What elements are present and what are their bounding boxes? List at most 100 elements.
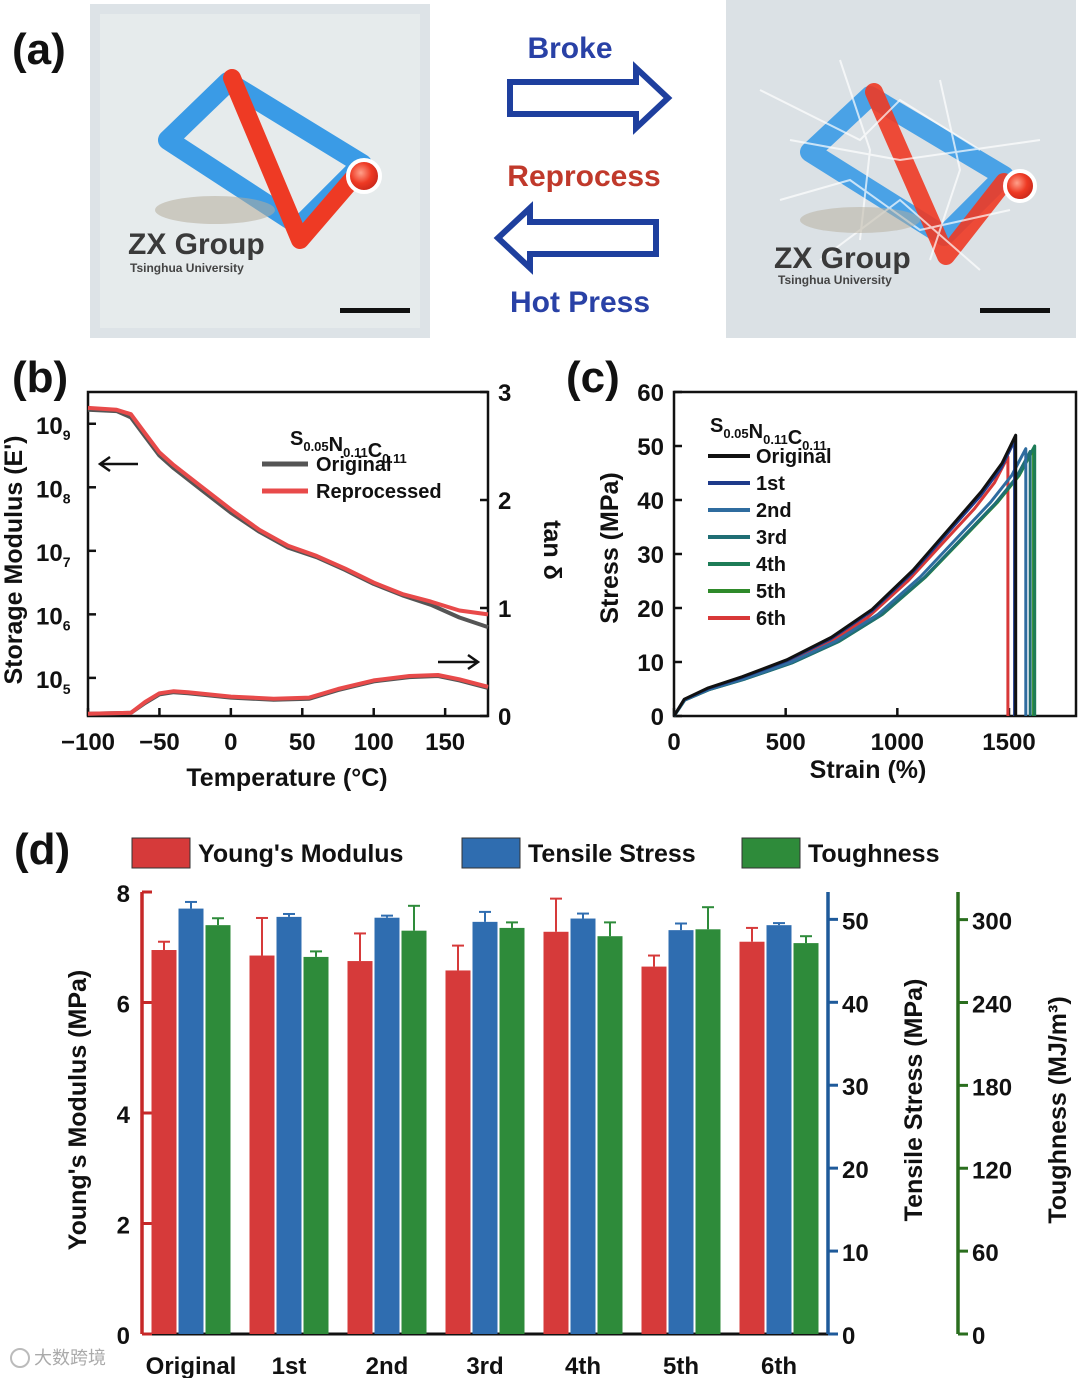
x-tick-label: 0	[667, 729, 680, 756]
stress-series-2nd	[672, 447, 1028, 717]
bar-toughness-3rd	[499, 927, 525, 1334]
left-axis-arrow-icon	[97, 455, 138, 473]
x-tick-label: 0	[224, 729, 237, 756]
sample-broken: ZX Group Tsinghua University	[726, 0, 1076, 338]
legend-label-1: Tensile Stress	[528, 840, 696, 868]
x-tick-label: 150	[425, 729, 465, 756]
y-tick-label: 2	[117, 1213, 130, 1240]
legend-swatch-2	[741, 837, 801, 869]
panel-c-label: (c)	[566, 353, 620, 402]
legend-label-6th: 6th	[756, 608, 786, 630]
legend-label-reprocessed: Reprocessed	[316, 481, 442, 503]
bar-tensile-stress-5th	[668, 930, 694, 1334]
legend-label-4th: 4th	[756, 554, 786, 576]
x-axis-label: Temperature (°C)	[186, 764, 387, 792]
bar-toughness-original	[205, 925, 231, 1334]
y-tick-label: 105	[36, 667, 71, 697]
stress-series-6th	[672, 455, 1010, 717]
y2-tick-label: 1	[498, 596, 511, 623]
right-axis-arrow-icon	[438, 653, 481, 671]
y3-tick-label: 180	[972, 1074, 1012, 1101]
panel-b: (b) −100 −50 0 50 100 150 105 106 107 108 109 0 1 2 3 T…	[0, 353, 566, 792]
legend-swatch-1	[461, 837, 521, 869]
y2-tick-label: 0	[842, 1323, 855, 1350]
bar-tensile-stress-3rd	[472, 921, 498, 1334]
stress-series-original	[672, 433, 1018, 717]
y2-tick-label: 40	[842, 991, 869, 1018]
legend-label-1st: 1st	[756, 473, 785, 495]
y-tick-label: 106	[36, 603, 71, 633]
y3-tick-label: 0	[972, 1323, 985, 1350]
legend-title: S0.05N0.11C0.11	[290, 428, 407, 466]
logo-red-stroke	[223, 69, 371, 249]
legend-label-0: Young's Modulus	[198, 840, 403, 868]
y-tick-label: 6	[117, 992, 130, 1019]
x-tick-label: 1000	[871, 729, 924, 756]
x-tick-label: 50	[289, 729, 316, 756]
scale-bar	[340, 308, 410, 313]
y-tick-label: 108	[36, 476, 71, 506]
x-tick-label: 5th	[663, 1353, 699, 1378]
y2-axis-label: tan δ	[538, 520, 566, 580]
y3-axis-label: Toughness (MJ/m³)	[1044, 996, 1072, 1223]
bar-toughness-2nd	[401, 930, 427, 1334]
panel-d-label: (d)	[14, 825, 70, 874]
bar-tensile-stress-original	[178, 908, 204, 1334]
reprocess-label: Reprocess	[507, 160, 660, 193]
watermark: 大数跨境	[10, 1348, 106, 1369]
legend-label-2nd: 2nd	[756, 500, 792, 522]
legend-label-original: Original	[316, 454, 392, 476]
x-tick-label: 1500	[982, 729, 1035, 756]
bar-young-s-modulus-4th	[543, 931, 569, 1334]
watermark-icon	[10, 1348, 30, 1368]
bar-toughness-5th	[695, 929, 721, 1334]
y-tick-label: 50	[637, 434, 664, 461]
hot-press-label: Hot Press	[510, 286, 650, 319]
bar-young-s-modulus-5th	[641, 966, 667, 1334]
legend-label-5th: 5th	[756, 581, 786, 603]
bar-tensile-stress-1st	[276, 916, 302, 1334]
y-tick-label: 20	[637, 596, 664, 623]
sample-subtitle: Tsinghua University	[130, 261, 244, 275]
x-tick-label: 4th	[565, 1353, 601, 1378]
legend-swatch-0	[131, 837, 191, 869]
backward-arrow-icon	[493, 201, 659, 275]
bar-young-s-modulus-original	[151, 950, 177, 1334]
x-tick-label: 100	[354, 729, 394, 756]
y-tick-label: 60	[637, 380, 664, 407]
y-tick-label: 30	[637, 542, 664, 569]
stress-series-5th	[672, 447, 1036, 717]
modulus-series-reprocessed	[87, 405, 489, 617]
bar-toughness-1st	[303, 956, 329, 1334]
x-tick-label: −100	[61, 729, 115, 756]
x-tick-label: 500	[766, 729, 806, 756]
watermark-text: 大数跨境	[34, 1348, 106, 1369]
svg-text:ZX Group: ZX Group	[774, 242, 911, 275]
plot-frame	[86, 390, 490, 718]
bar-young-s-modulus-2nd	[347, 961, 373, 1334]
panel-c: (c) 0 500 1000 1500 0 10 20 30 40 50 60 Strain (%) S…	[566, 353, 1078, 784]
legend-label-3rd: 3rd	[756, 527, 787, 549]
bar-toughness-6th	[793, 943, 819, 1334]
stress-series-4th	[672, 444, 1037, 717]
y2-tick-label: 0	[498, 704, 511, 731]
bar-young-s-modulus-3rd	[445, 970, 471, 1334]
y2-tick-label: 50	[842, 908, 869, 935]
bar-young-s-modulus-1st	[249, 955, 275, 1334]
x-tick-label: 6th	[761, 1353, 797, 1378]
y-tick-label: 4	[117, 1102, 131, 1129]
x-axis-label: Strain (%)	[810, 756, 927, 784]
y-tick-label: 107	[36, 540, 71, 570]
sample-title: ZX Group	[128, 228, 265, 261]
panel-a-label: (a)	[12, 25, 66, 74]
y3-tick-label: 120	[972, 1157, 1012, 1184]
panel-b-label: (b)	[12, 353, 68, 402]
x-tick-label: 1st	[272, 1353, 307, 1378]
y-tick-label: 0	[117, 1323, 130, 1350]
tan-delta-series-original	[87, 674, 489, 716]
stress-series-3rd	[672, 449, 1032, 717]
y-tick-label: 0	[651, 704, 664, 731]
x-tick-label: Original	[146, 1353, 237, 1378]
y-axis-label: Stress (MPa)	[596, 472, 624, 623]
